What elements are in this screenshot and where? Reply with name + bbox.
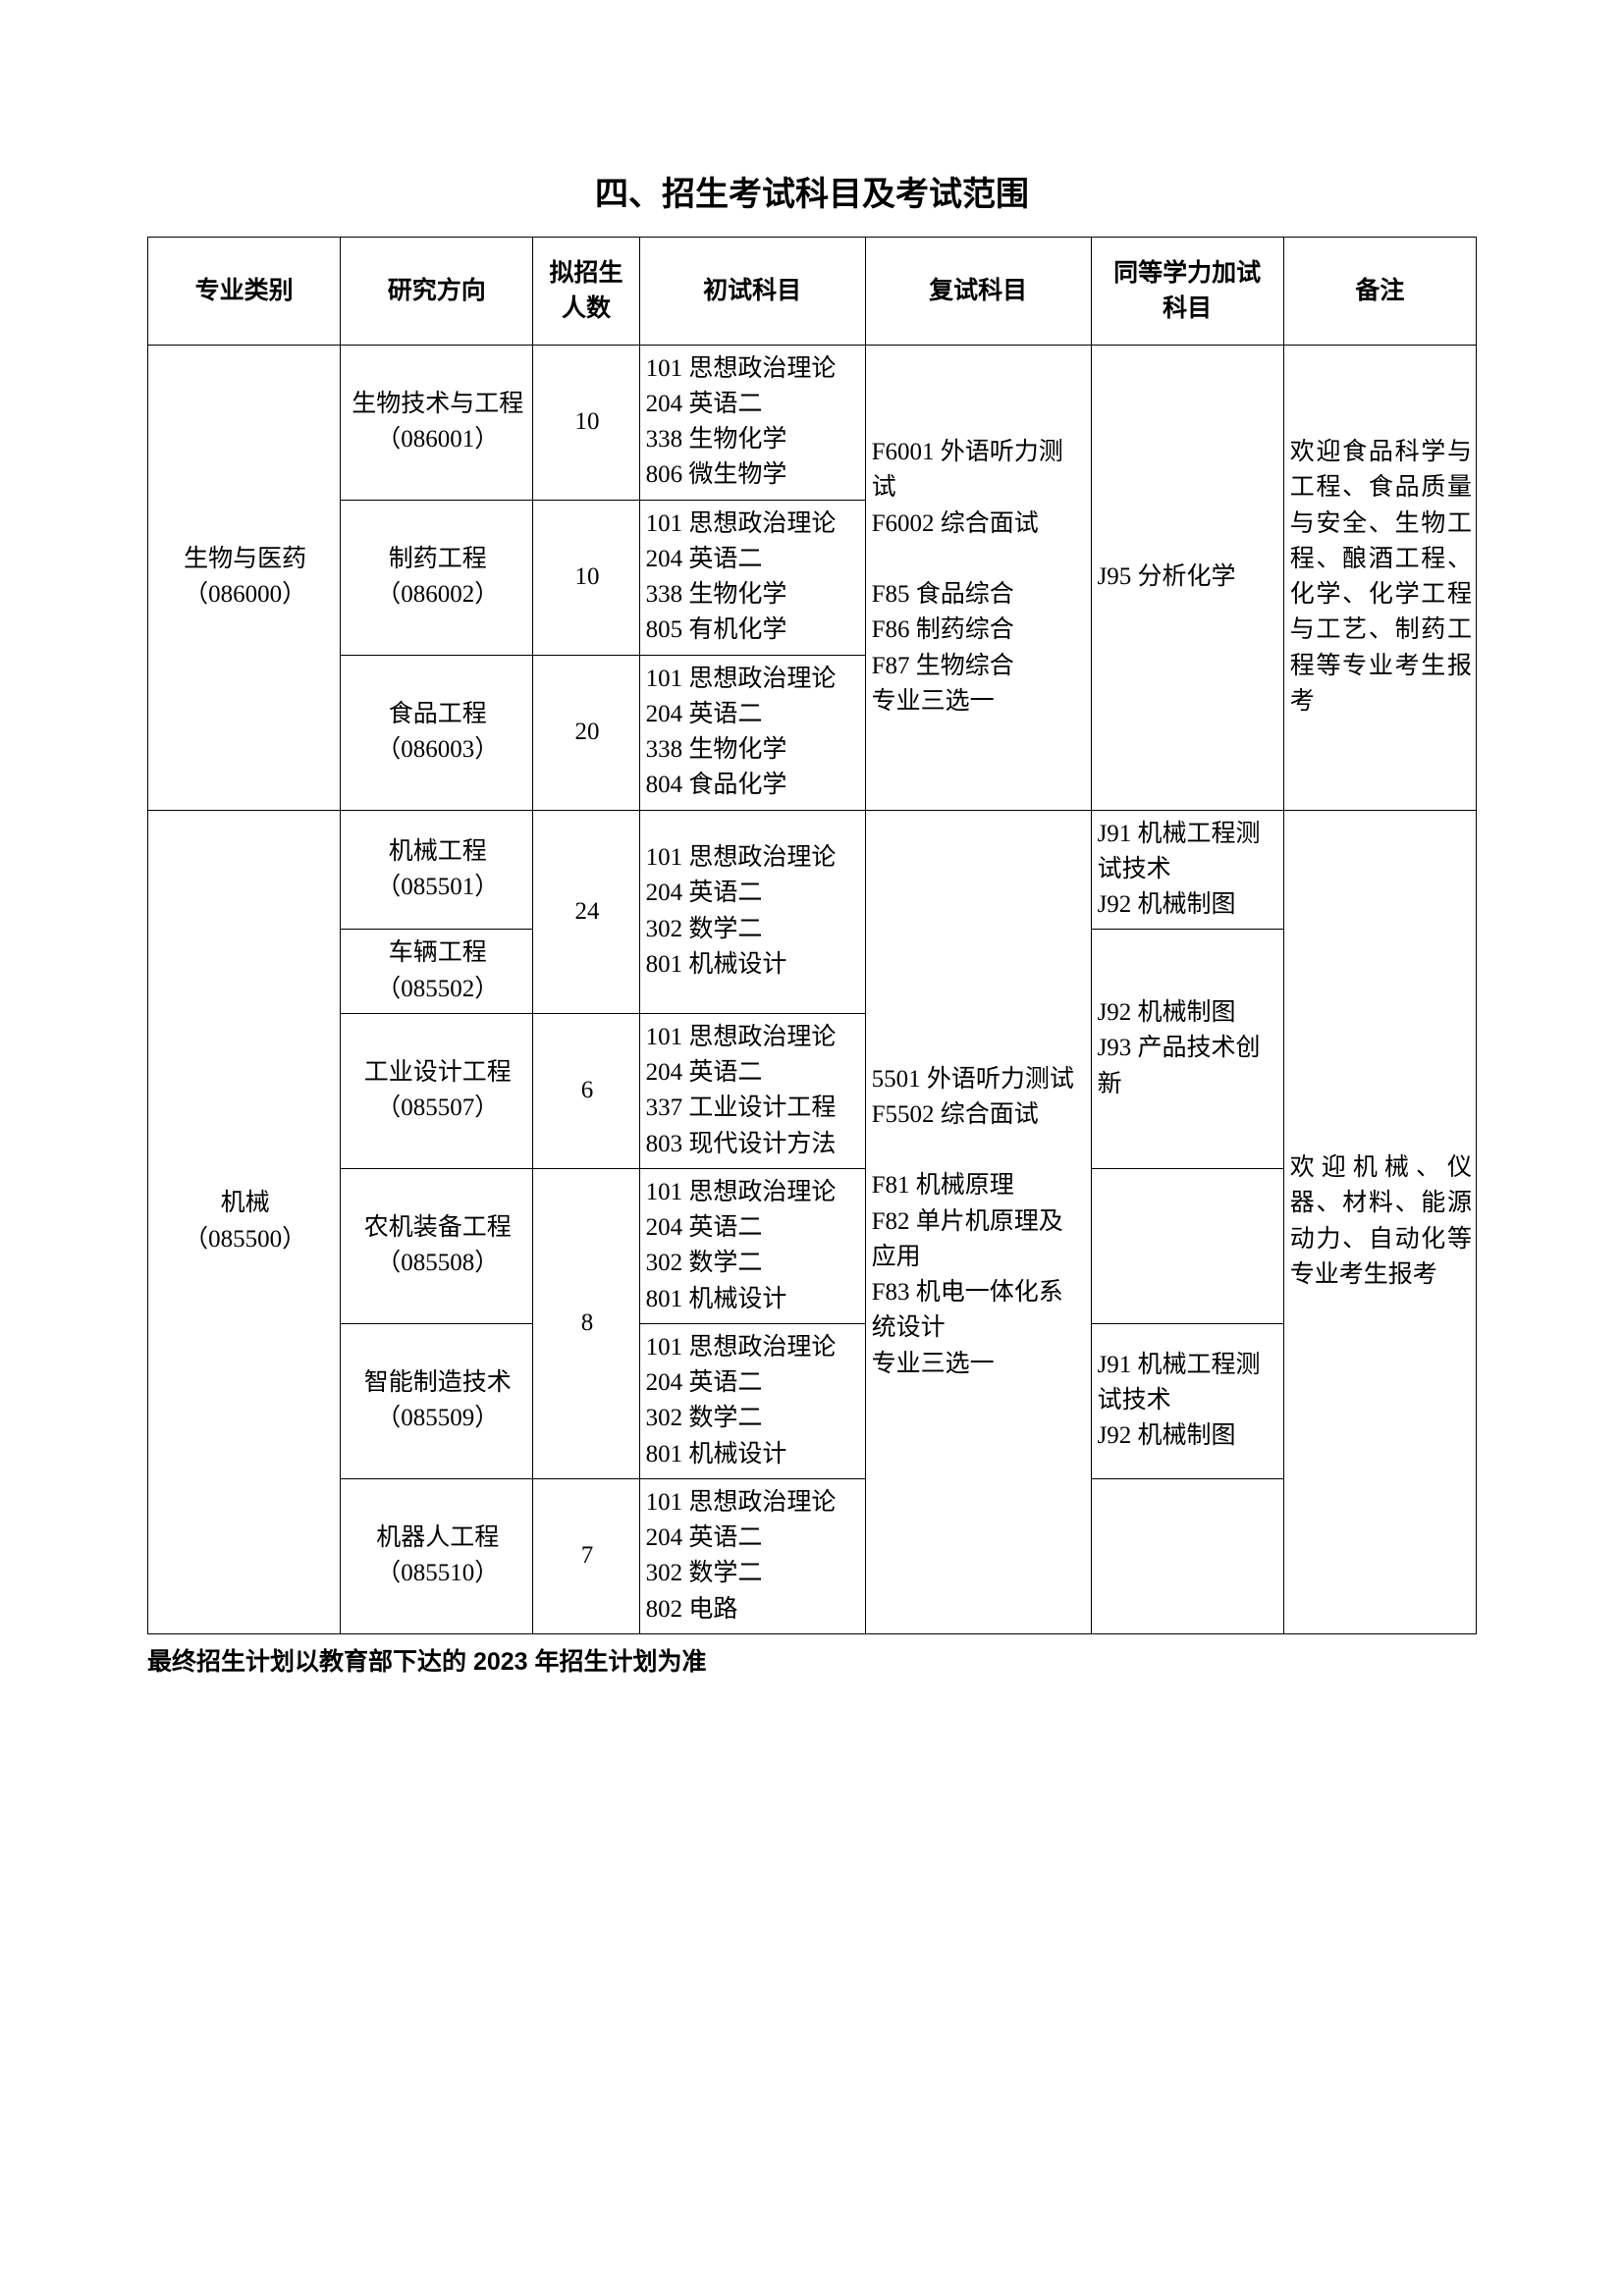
cell-prelim: 101 思想政治理论 204 英语二 337 工业设计工程 803 现代设计方法 xyxy=(639,1013,865,1168)
cell-quota: 10 xyxy=(533,345,639,500)
cell-direction: 生物技术与工程 （086001） xyxy=(341,345,533,500)
col-retest: 复试科目 xyxy=(865,238,1091,346)
cell-category: 机械 （085500） xyxy=(148,810,341,1633)
cell-direction: 农机装备工程（085508） xyxy=(341,1168,533,1323)
table-header-row: 专业类别 研究方向 拟招生 人数 初试科目 复试科目 同等学力加试 科目 备注 xyxy=(148,238,1477,346)
cell-direction: 机械工程 （085501） xyxy=(341,810,533,930)
exam-table: 专业类别 研究方向 拟招生 人数 初试科目 复试科目 同等学力加试 科目 备注 … xyxy=(147,237,1477,1634)
col-prelim: 初试科目 xyxy=(639,238,865,346)
cell-equivalent xyxy=(1091,1168,1283,1323)
cell-note: 欢迎机械、仪器、材料、能源动力、自动化等专业考生报考 xyxy=(1283,810,1476,1633)
cell-prelim: 101 思想政治理论 204 英语二 302 数学二 801 机械设计 xyxy=(639,1168,865,1323)
page: 四、招生考试科目及考试范围 专业类别 研究方向 拟招生 人数 初试科目 复试科目… xyxy=(0,0,1624,1678)
cell-direction: 车辆工程 （085502） xyxy=(341,930,533,1014)
cell-prelim: 101 思想政治理论 204 英语二 302 数学二 802 电路 xyxy=(639,1478,865,1633)
cell-direction: 食品工程 （086003） xyxy=(341,655,533,810)
cell-quota: 24 xyxy=(533,810,639,1013)
table-row: 农机装备工程（085508） 8 101 思想政治理论 204 英语二 302 … xyxy=(148,1168,1477,1323)
cell-equivalent: J91 机械工程测试技术 J92 机械制图 xyxy=(1091,810,1283,930)
cell-note: 欢迎食品科学与工程、食品质量与安全、生物工程、酿酒工程、化学、化学工程与工艺、制… xyxy=(1283,345,1476,810)
cell-category: 生物与医药 （086000） xyxy=(148,345,341,810)
cell-quota: 8 xyxy=(533,1168,639,1478)
cell-quota: 10 xyxy=(533,500,639,655)
cell-quota: 6 xyxy=(533,1013,639,1168)
cell-prelim: 101 思想政治理论 204 英语二 338 生物化学 804 食品化学 xyxy=(639,655,865,810)
cell-equivalent: J95 分析化学 xyxy=(1091,345,1283,810)
cell-retest: F6001 外语听力测试 F6002 综合面试 F85 食品综合 F86 制药综… xyxy=(865,345,1091,810)
col-category: 专业类别 xyxy=(148,238,341,346)
col-direction: 研究方向 xyxy=(341,238,533,346)
cell-direction: 机器人工程 （085510） xyxy=(341,1478,533,1633)
col-note: 备注 xyxy=(1283,238,1476,346)
table-row: 生物与医药 （086000） 生物技术与工程 （086001） 10 101 思… xyxy=(148,345,1477,500)
cell-prelim: 101 思想政治理论 204 英语二 302 数学二 801 机械设计 xyxy=(639,810,865,1013)
cell-prelim: 101 思想政治理论 204 英语二 302 数学二 801 机械设计 xyxy=(639,1323,865,1478)
table-row: 智能制造技术（085509） 101 思想政治理论 204 英语二 302 数学… xyxy=(148,1323,1477,1478)
cell-direction: 智能制造技术（085509） xyxy=(341,1323,533,1478)
col-quota: 拟招生 人数 xyxy=(533,238,639,346)
footnote: 最终招生计划以教育部下达的 2023 年招生计划为准 xyxy=(147,1642,1477,1678)
cell-direction: 工业设计工程（085507） xyxy=(341,1013,533,1168)
cell-equivalent: J92 机械制图 J93 产品技术创新 xyxy=(1091,930,1283,1169)
table-row: 机器人工程 （085510） 7 101 思想政治理论 204 英语二 302 … xyxy=(148,1478,1477,1633)
cell-quota: 20 xyxy=(533,655,639,810)
table-row: 机械 （085500） 机械工程 （085501） 24 101 思想政治理论 … xyxy=(148,810,1477,930)
page-title: 四、招生考试科目及考试范围 xyxy=(147,167,1477,215)
cell-quota: 7 xyxy=(533,1478,639,1633)
col-equivalent: 同等学力加试 科目 xyxy=(1091,238,1283,346)
cell-equivalent xyxy=(1091,1478,1283,1633)
cell-prelim: 101 思想政治理论 204 英语二 338 生物化学 806 微生物学 xyxy=(639,345,865,500)
cell-direction: 制药工程 （086002） xyxy=(341,500,533,655)
cell-prelim: 101 思想政治理论 204 英语二 338 生物化学 805 有机化学 xyxy=(639,500,865,655)
cell-equivalent: J91 机械工程测试技术 J92 机械制图 xyxy=(1091,1323,1283,1478)
cell-retest: 5501 外语听力测试 F5502 综合面试 F81 机械原理 F82 单片机原… xyxy=(865,810,1091,1633)
